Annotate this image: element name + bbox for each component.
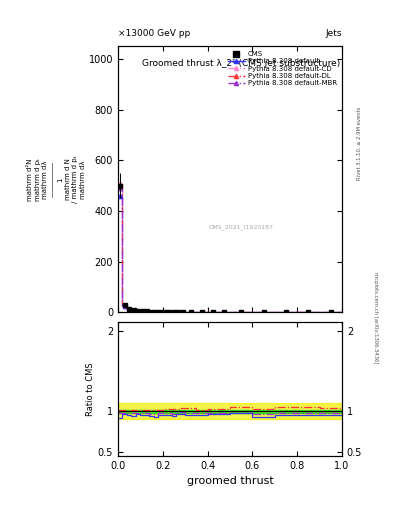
- Y-axis label: Ratio to CMS: Ratio to CMS: [86, 362, 95, 416]
- Y-axis label: mathrm d²N
mathrm d pₜ
mathrm dλ
―――――
1
mathrm d N
/ mathrm d pₜ
mathrm dλ: mathrm d²N mathrm d pₜ mathrm dλ ――――― 1…: [27, 156, 86, 203]
- Text: Rivet 3.1.10, ≥ 2.9M events: Rivet 3.1.10, ≥ 2.9M events: [357, 106, 362, 180]
- Text: Groomed thrust λ_2¹ (CMS jet substructure): Groomed thrust λ_2¹ (CMS jet substructur…: [142, 59, 340, 69]
- Legend: CMS, Pythia 8.308 default, Pythia 8.308 default-CD, Pythia 8.308 default-DL, Pyt: CMS, Pythia 8.308 default, Pythia 8.308 …: [226, 50, 338, 88]
- Text: CMS_2021_I1920187: CMS_2021_I1920187: [209, 224, 274, 230]
- Text: ×13000 GeV pp: ×13000 GeV pp: [118, 29, 190, 38]
- Text: Jets: Jets: [325, 29, 342, 38]
- X-axis label: groomed thrust: groomed thrust: [187, 476, 273, 486]
- Text: mcplots.cern.ch [arXiv:1306.3436]: mcplots.cern.ch [arXiv:1306.3436]: [373, 272, 378, 363]
